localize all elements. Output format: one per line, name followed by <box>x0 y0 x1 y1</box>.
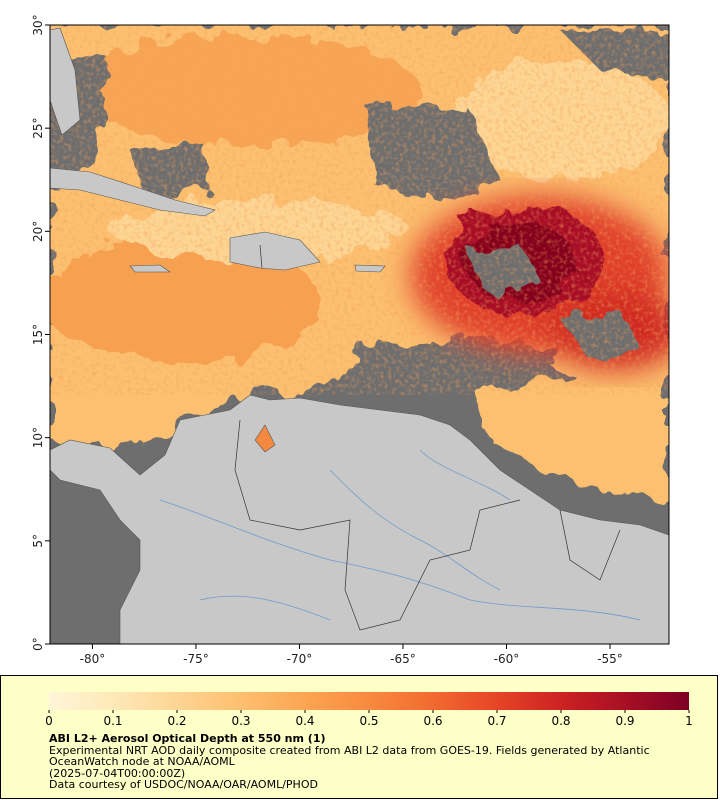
x-tick-label: -75° <box>183 652 209 666</box>
caption-time: (2025-07-04T00:00:00Z) <box>49 767 186 780</box>
legend-panel: 0 0.1 0.2 0.3 0.4 0.5 0.6 0.7 0.8 0.9 1 ABI L2+ Ae… <box>0 675 718 799</box>
colorbar-scale <box>49 692 689 710</box>
colorbar-tick-label: 0.7 <box>487 714 506 728</box>
colorbar-tick-label: 0.9 <box>615 714 634 728</box>
y-tick-label: 0° <box>31 637 45 651</box>
colorbar-tick-label: 0.3 <box>231 714 250 728</box>
x-tick-label: -55° <box>597 652 623 666</box>
x-tick-label: -80° <box>80 652 106 666</box>
x-tick-label: -60° <box>494 652 520 666</box>
y-tick-label: 15° <box>31 324 45 345</box>
y-tick-label: 30° <box>31 14 45 35</box>
colorbar-tick-label: 0 <box>45 714 53 728</box>
colorbar: 0 0.1 0.2 0.3 0.4 0.5 0.6 0.7 0.8 0.9 1 <box>45 692 693 728</box>
colorbar-tick-label: 0.8 <box>551 714 570 728</box>
colorbar-tick-label: 0.6 <box>423 714 442 728</box>
caption-description: Experimental NRT AOD daily composite cre… <box>49 744 650 768</box>
map-image <box>50 25 669 644</box>
x-tick-label: -65° <box>390 652 416 666</box>
y-tick-label: 20° <box>31 221 45 242</box>
x-tick-label: -70° <box>287 652 313 666</box>
map: -80° -75° -70° -65° -60° -55° 0° 5° 10° 15° 20° 25°… <box>31 14 670 666</box>
colorbar-tick-label: 0.2 <box>167 714 186 728</box>
colorbar-tick-label: 1 <box>685 714 693 728</box>
colorbar-tick-label: 0.1 <box>103 714 122 728</box>
y-tick-label: 10° <box>31 427 45 448</box>
caption-title: ABI L2+ Aerosol Optical Depth at 550 nm … <box>49 732 326 745</box>
colorbar-tick-label: 0.5 <box>359 714 378 728</box>
caption-credit: Data courtesy of USDOC/NOAA/OAR/AOML/PHO… <box>49 778 318 791</box>
y-tick-label: 25° <box>31 118 45 139</box>
y-tick-label: 5° <box>31 534 45 548</box>
colorbar-tick-label: 0.4 <box>295 714 314 728</box>
